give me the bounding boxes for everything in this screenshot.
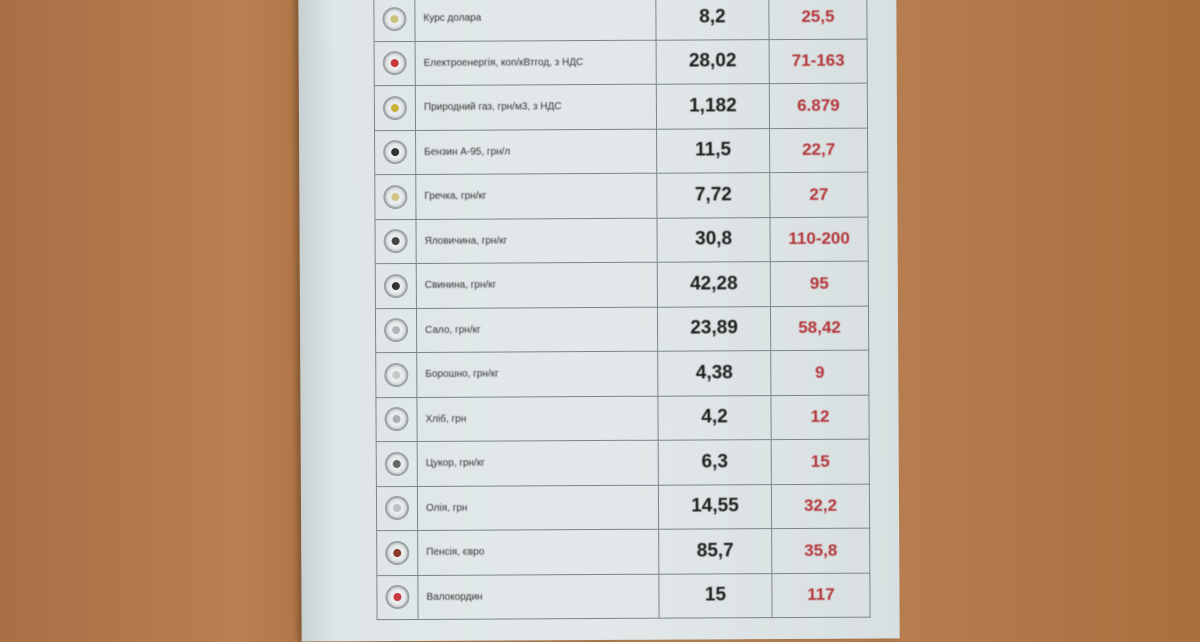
gas-flame-icon xyxy=(382,95,407,120)
new-price: 25,5 xyxy=(768,0,868,40)
item-label: Електроенергія, коп/кВтгод, з НДС xyxy=(415,39,657,86)
table-row: Цукор, грн/кг 6,3 15 xyxy=(376,439,870,487)
old-price: 11,5 xyxy=(656,128,770,174)
icon-cell xyxy=(375,263,417,309)
icon-cell xyxy=(374,40,416,86)
icon-cell xyxy=(375,396,418,442)
old-price: 15 xyxy=(658,573,773,619)
table-row: Сало, грн/кг 23,89 58,42 xyxy=(375,305,869,353)
price-comparison-table: Курс долара 8,2 25,5 Електроенергія, коп… xyxy=(373,0,871,620)
item-label: Цукор, грн/кг xyxy=(417,440,659,486)
old-price: 28,02 xyxy=(656,39,770,85)
table-row: Електроенергія, коп/кВтгод, з НДС 28,02 … xyxy=(374,38,868,86)
table-row: Валокордин 15 117 xyxy=(376,572,871,620)
icon-cell xyxy=(375,352,417,398)
bread-icon xyxy=(384,407,409,432)
old-price: 8,2 xyxy=(655,0,770,40)
old-price: 14,55 xyxy=(658,484,772,530)
old-price: 30,8 xyxy=(656,217,771,263)
beef-icon xyxy=(383,229,408,254)
item-label: Курс долара xyxy=(414,0,657,41)
old-price: 4,2 xyxy=(657,395,772,441)
table-row: Пенсія, євро 85,7 35,8 xyxy=(376,528,870,576)
item-label: Борошно, грн/кг xyxy=(416,351,658,397)
table-row: Гречка, грн/кг 7,72 27 xyxy=(374,172,868,220)
table-row: Хліб, грн 4,2 12 xyxy=(375,394,870,442)
old-price: 4,38 xyxy=(657,350,771,396)
oil-icon xyxy=(384,496,410,521)
item-label: Бензин А-95, грн/л xyxy=(415,128,657,175)
item-label: Олія, грн xyxy=(417,484,659,531)
buckwheat-icon xyxy=(383,184,408,209)
item-label: Яловичина, грн/кг xyxy=(415,217,658,264)
old-price: 85,7 xyxy=(658,528,772,574)
item-label: Валокордин xyxy=(417,573,660,620)
new-price: 27 xyxy=(769,172,868,218)
table-row: Курс долара 8,2 25,5 xyxy=(373,0,868,42)
table-row: Олія, грн 14,55 32,2 xyxy=(376,483,870,531)
heart-icon xyxy=(385,585,410,610)
table-row: Яловичина, грн/кг 30,8 110-200 xyxy=(374,216,869,264)
new-price: 71-163 xyxy=(769,38,868,84)
icon-cell xyxy=(376,441,418,487)
new-price: 9 xyxy=(770,350,869,396)
table-row: Природний газ, грн/м3, з НДС 1,182 6.879 xyxy=(374,83,868,131)
new-price: 15 xyxy=(771,439,870,485)
table-row: Бензин А-95, грн/л 11,5 22,7 xyxy=(374,127,868,175)
pork-icon xyxy=(383,273,408,298)
new-price: 12 xyxy=(770,394,870,440)
icon-cell xyxy=(375,307,417,353)
new-price: 117 xyxy=(771,572,871,618)
flour-icon xyxy=(384,362,409,387)
table-row: Борошно, грн/кг 4,38 9 xyxy=(375,350,869,398)
new-price: 6.879 xyxy=(769,83,868,129)
old-price: 7,72 xyxy=(656,172,770,218)
table-row: Свинина, грн/кг 42,28 95 xyxy=(375,261,869,309)
item-label: Хліб, грн xyxy=(416,395,659,442)
item-label: Свинина, грн/кг xyxy=(416,262,658,308)
item-label: Пенсія, євро xyxy=(417,529,659,575)
icon-cell xyxy=(373,0,416,42)
icon-cell xyxy=(374,85,416,131)
icon-cell xyxy=(374,129,416,175)
fuel-pump-icon xyxy=(383,140,408,165)
new-price: 110-200 xyxy=(769,216,869,262)
new-price: 22,7 xyxy=(769,127,868,173)
item-label: Сало, грн/кг xyxy=(416,306,658,353)
lard-icon xyxy=(384,318,409,343)
old-price: 42,28 xyxy=(657,261,771,307)
pension-icon xyxy=(385,540,410,565)
new-price: 58,42 xyxy=(770,305,869,351)
icon-cell xyxy=(376,574,419,620)
icon-cell xyxy=(376,530,418,576)
electricity-icon xyxy=(382,51,407,76)
old-price: 23,89 xyxy=(657,306,771,352)
sugar-icon xyxy=(384,451,409,476)
old-price: 1,182 xyxy=(656,83,770,129)
item-label: Гречка, грн/кг xyxy=(415,173,657,219)
dollar-coin-icon xyxy=(382,6,407,31)
new-price: 35,8 xyxy=(771,528,870,574)
new-price: 95 xyxy=(770,261,869,307)
printed-sheet: Курс долара 8,2 25,5 Електроенергія, коп… xyxy=(298,0,900,642)
new-price: 32,2 xyxy=(771,483,870,529)
icon-cell xyxy=(374,218,417,264)
item-label: Природний газ, грн/м3, з НДС xyxy=(415,84,657,130)
icon-cell xyxy=(374,174,416,220)
old-price: 6,3 xyxy=(658,439,772,485)
icon-cell xyxy=(376,485,418,531)
